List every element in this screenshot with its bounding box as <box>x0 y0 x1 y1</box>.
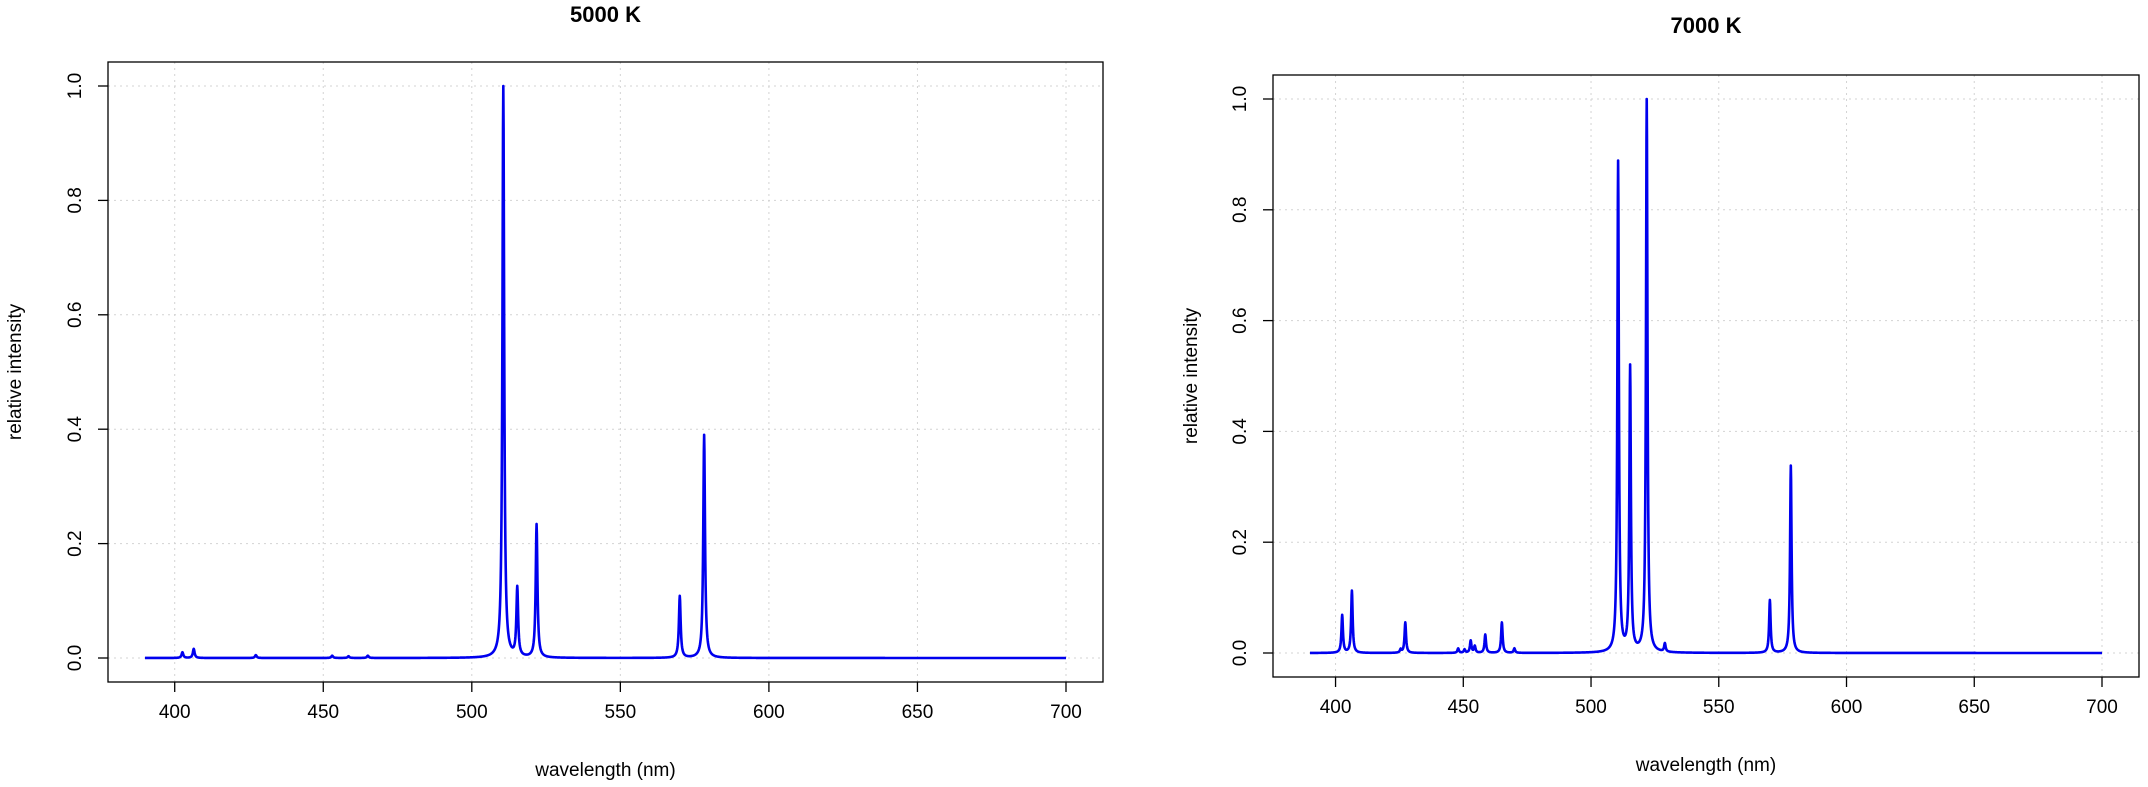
x-tick-label: 500 <box>1575 697 1607 718</box>
x-tick-label: 650 <box>1958 697 1990 718</box>
y-tick-label: 0.8 <box>1230 197 1251 223</box>
spectrum-line <box>144 84 1067 660</box>
spectrum-line <box>1308 97 2104 655</box>
x-tick-label: 450 <box>1447 697 1479 718</box>
plot-frame <box>107 61 1104 683</box>
y-tick-label: 0.2 <box>65 530 86 556</box>
y-axis-label: relative intensity <box>1181 307 1202 444</box>
x-axis-label: wavelength (nm) <box>1635 755 1776 776</box>
x-tick-label: 700 <box>2086 697 2118 718</box>
y-tick-label: 0.2 <box>1230 529 1251 555</box>
panel-5000k: 400 450 500 550 600 650 700 0.0 0.2 0.4 0.6 0.8 1.0 5… <box>5 2 1104 781</box>
x-tick-label: 600 <box>753 702 785 723</box>
x-tick-label: 500 <box>456 702 488 723</box>
y-tick-label: 0.4 <box>1230 418 1251 445</box>
x-axis-label: wavelength (nm) <box>534 760 675 781</box>
y-tick-label: 1.0 <box>1230 86 1251 112</box>
y-tick-label: 0.4 <box>65 416 86 443</box>
y-tick-label: 0.0 <box>1230 640 1251 666</box>
chart-title: 7000 K <box>1671 13 1742 38</box>
x-tick-label: 650 <box>902 702 934 723</box>
x-tick-label: 400 <box>159 702 191 723</box>
x-tick-label: 700 <box>1050 702 1082 723</box>
x-tick-label: 600 <box>1831 697 1863 718</box>
panel-7000k: 400 450 500 550 600 650 700 0.0 0.2 0.4 0.6 0.8 1.0 7… <box>1181 13 2140 776</box>
y-tick-label: 0.8 <box>65 187 86 213</box>
y-tick-label: 1.0 <box>65 73 86 99</box>
y-tick-label: 0.0 <box>65 645 86 671</box>
x-tick-label: 550 <box>1703 697 1735 718</box>
y-axis-label: relative intensity <box>5 303 26 440</box>
y-tick-label: 0.6 <box>65 302 86 328</box>
x-tick-label: 550 <box>605 702 637 723</box>
y-tick-label: 0.6 <box>1230 307 1251 333</box>
plot-frame <box>1272 74 2140 678</box>
x-tick-label: 400 <box>1320 697 1352 718</box>
chart-title: 5000 K <box>570 2 641 27</box>
x-tick-label: 450 <box>307 702 339 723</box>
